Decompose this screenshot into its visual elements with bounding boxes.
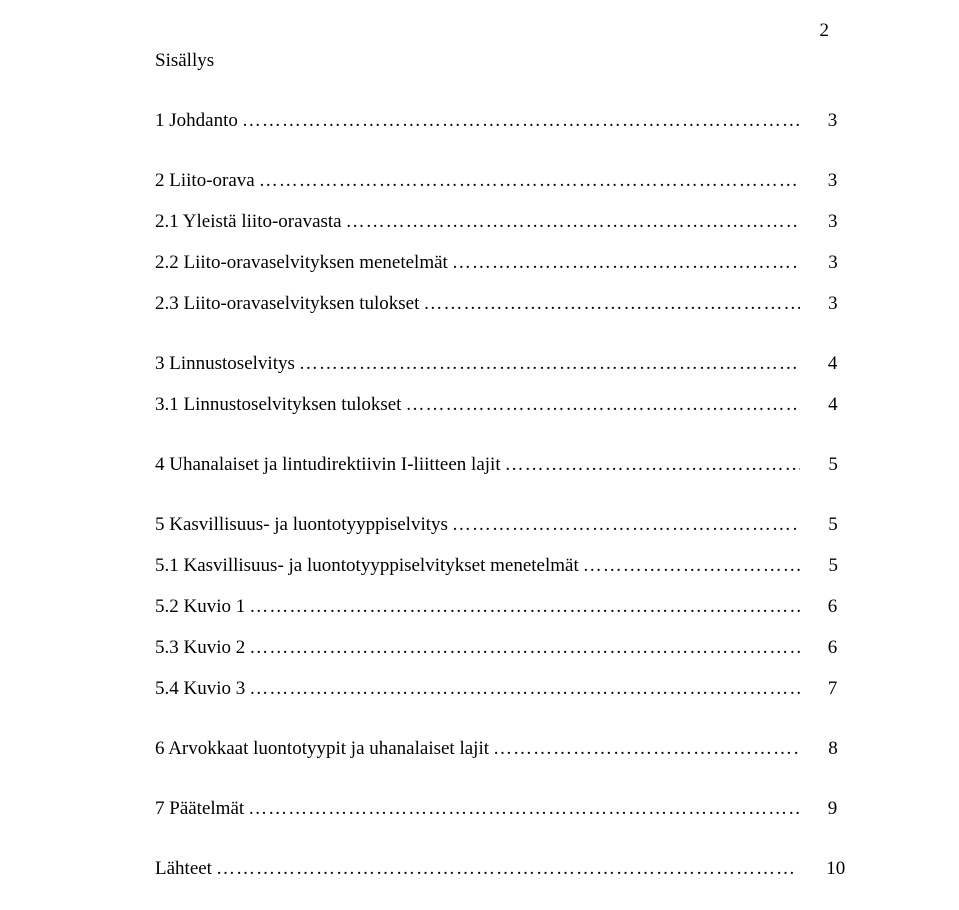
toc-leader: ……………………………………………………………………………………………………………: [448, 514, 800, 536]
page-number: 2: [820, 20, 830, 42]
toc-entry-label: Lähteet: [155, 858, 212, 880]
toc-entry: 5.2 Kuvio 1………………………………………………………………………………: [155, 596, 829, 618]
toc-entry-label: 7 Päätelmät: [155, 798, 244, 820]
toc-leader: ……………………………………………………………………………………………………………: [245, 678, 799, 700]
toc-leader: ……………………………………………………………………………………………………………: [245, 637, 799, 659]
toc-leader: ……………………………………………………………………………………………………………: [401, 394, 800, 416]
toc-leader: ……………………………………………………………………………………………………………: [245, 596, 799, 618]
toc-entry-label: 1 Johdanto: [155, 110, 238, 132]
toc-entry: 2.3 Liito-oravaselvityksen tulokset………………: [155, 293, 829, 315]
toc-entry-page: 6: [800, 637, 829, 659]
toc-entry-page: 5: [800, 514, 829, 536]
toc-entry: 3 Linnustoselvitys……………………………………………………………: [155, 353, 829, 375]
toc-entry: 5.1 Kasvillisuus- ja luontotyyppiselvity…: [155, 555, 829, 577]
toc-entry-label: 5.4 Kuvio 3: [155, 678, 245, 700]
toc-leader: ……………………………………………………………………………………………………………: [419, 293, 800, 315]
toc-entry: 5 Kasvillisuus- ja luontotyyppiselvitys……: [155, 514, 829, 536]
toc-entry-page: 4: [800, 353, 829, 375]
toc-leader: ……………………………………………………………………………………………………………: [579, 555, 801, 577]
toc-entry-page: 8: [800, 738, 829, 760]
toc-entry-page: 3: [800, 293, 829, 315]
toc-entry: 2.2 Liito-oravaselvityksen menetelmät…………: [155, 252, 829, 274]
toc-entry: 2 Liito-orava…………………………………………………………………………: [155, 170, 829, 192]
toc-entry-label: 3.1 Linnustoselvityksen tulokset: [155, 394, 401, 416]
toc-entry-label: 5.3 Kuvio 2: [155, 637, 245, 659]
toc-leader: ……………………………………………………………………………………………………………: [489, 738, 800, 760]
document-page: 2 Sisällys 1 Johdanto……………………………………………………: [0, 0, 959, 910]
toc-entry-page: 5: [801, 555, 830, 577]
table-of-contents: 1 Johdanto…………………………………………………………………………………: [155, 110, 829, 880]
toc-entry-label: 5 Kasvillisuus- ja luontotyyppiselvitys: [155, 514, 448, 536]
toc-entry-page: 4: [800, 394, 829, 416]
toc-entry-label: 2.2 Liito-oravaselvityksen menetelmät: [155, 252, 448, 274]
toc-entry: 5.3 Kuvio 2………………………………………………………………………………: [155, 637, 829, 659]
toc-entry-label: 5.1 Kasvillisuus- ja luontotyyppiselvity…: [155, 555, 579, 577]
toc-leader: ……………………………………………………………………………………………………………: [501, 454, 801, 476]
toc-entry-page: 9: [800, 798, 829, 820]
toc-entry-label: 6 Arvokkaat luontotyypit ja uhanalaiset …: [155, 738, 489, 760]
toc-entry-page: 3: [800, 252, 829, 274]
toc-entry-page: 5: [800, 454, 829, 476]
toc-entry: 2.1 Yleistä liito-oravasta………………………………………: [155, 211, 829, 233]
toc-entry-label: 5.2 Kuvio 1: [155, 596, 245, 618]
toc-leader: ……………………………………………………………………………………………………………: [448, 252, 800, 274]
toc-leader: ……………………………………………………………………………………………………………: [255, 170, 800, 192]
toc-entry-label: 2 Liito-orava: [155, 170, 255, 192]
toc-entry-label: 4 Uhanalaiset ja lintudirektiivin I-liit…: [155, 454, 501, 476]
toc-entry-label: 2.1 Yleistä liito-oravasta: [155, 211, 342, 233]
toc-entry: 6 Arvokkaat luontotyypit ja uhanalaiset …: [155, 738, 829, 760]
toc-entry: Lähteet…………………………………………………………………………………………: [155, 858, 829, 880]
toc-entry-page: 10: [798, 858, 829, 880]
toc-leader: ……………………………………………………………………………………………………………: [295, 353, 800, 375]
toc-entry: 7 Päätelmät………………………………………………………………………………: [155, 798, 829, 820]
toc-entry-page: 3: [800, 211, 829, 233]
toc-entry-page: 7: [800, 678, 829, 700]
toc-entry: 3.1 Linnustoselvityksen tulokset………………………: [155, 394, 829, 416]
toc-entry: 1 Johdanto…………………………………………………………………………………: [155, 110, 829, 132]
toc-entry-page: 3: [800, 110, 829, 132]
toc-entry-page: 3: [800, 170, 829, 192]
toc-leader: ……………………………………………………………………………………………………………: [238, 110, 800, 132]
toc-entry-label: 2.3 Liito-oravaselvityksen tulokset: [155, 293, 419, 315]
toc-entry: 4 Uhanalaiset ja lintudirektiivin I-liit…: [155, 454, 829, 476]
toc-leader: ……………………………………………………………………………………………………………: [342, 211, 800, 233]
toc-leader: ……………………………………………………………………………………………………………: [244, 798, 800, 820]
toc-entry: 5.4 Kuvio 3………………………………………………………………………………: [155, 678, 829, 700]
toc-entry-page: 6: [800, 596, 829, 618]
toc-entry-label: 3 Linnustoselvitys: [155, 353, 295, 375]
toc-leader: ……………………………………………………………………………………………………………: [212, 858, 798, 880]
toc-title: Sisällys: [155, 50, 829, 72]
